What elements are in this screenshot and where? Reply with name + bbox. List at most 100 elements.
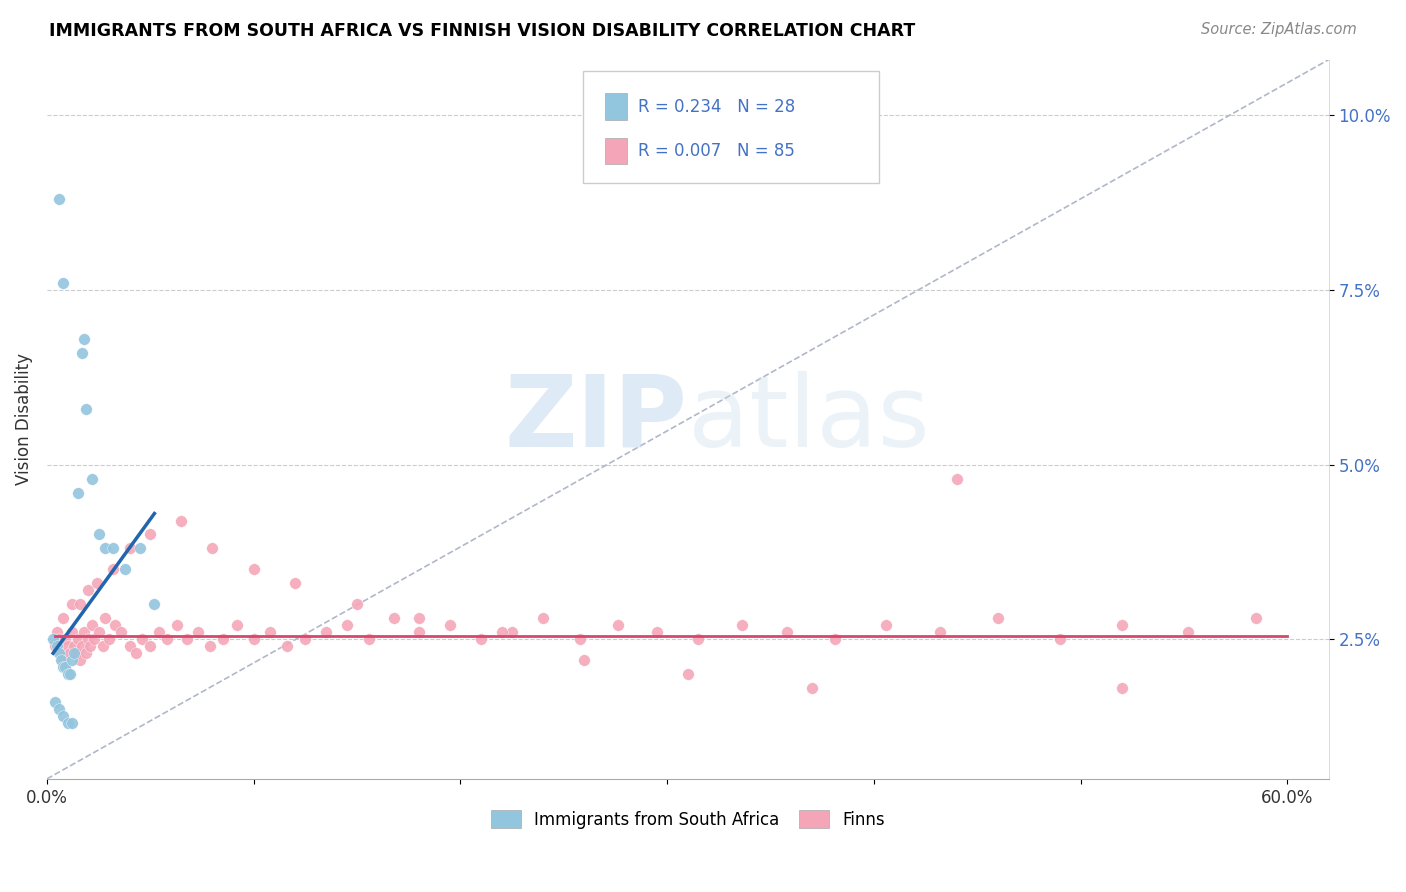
Point xyxy=(101,562,124,576)
Point xyxy=(491,625,513,640)
Text: IMMIGRANTS FROM SOUTH AFRICA VS FINNISH VISION DISABILITY CORRELATION CHART: IMMIGRANTS FROM SOUTH AFRICA VS FINNISH … xyxy=(49,22,915,40)
Point xyxy=(66,485,89,500)
Point xyxy=(52,611,75,625)
Point xyxy=(645,625,668,640)
Point xyxy=(52,276,75,290)
Point xyxy=(82,618,104,632)
Point xyxy=(62,639,84,653)
Point xyxy=(1177,625,1199,640)
Text: R = 0.234   N = 28: R = 0.234 N = 28 xyxy=(638,98,796,116)
Point xyxy=(176,632,198,647)
Point xyxy=(439,618,461,632)
Point xyxy=(56,667,79,681)
Point xyxy=(110,625,132,640)
Point xyxy=(52,660,75,674)
Point xyxy=(294,632,316,647)
Point xyxy=(276,639,298,653)
Point xyxy=(139,527,162,541)
Point xyxy=(987,611,1010,625)
Point xyxy=(82,472,104,486)
Point xyxy=(77,583,100,598)
Point xyxy=(94,611,117,625)
Point xyxy=(114,562,136,576)
Point xyxy=(48,646,70,660)
Point xyxy=(929,625,952,640)
Point xyxy=(70,346,93,360)
Point xyxy=(48,632,70,647)
Point xyxy=(52,709,75,723)
Point xyxy=(156,632,179,647)
Point xyxy=(83,632,105,647)
Point xyxy=(875,618,897,632)
Point xyxy=(1049,632,1071,647)
Point xyxy=(73,332,96,346)
Point xyxy=(148,625,170,640)
Text: Source: ZipAtlas.com: Source: ZipAtlas.com xyxy=(1201,22,1357,37)
Point xyxy=(359,632,381,647)
Point xyxy=(60,653,83,667)
Point xyxy=(730,618,752,632)
Point xyxy=(65,646,87,660)
Point xyxy=(101,541,124,556)
Point xyxy=(60,597,83,611)
Point xyxy=(70,639,93,653)
Legend: Immigrants from South Africa, Finns: Immigrants from South Africa, Finns xyxy=(484,804,891,835)
Point xyxy=(346,597,368,611)
Point xyxy=(242,562,264,576)
Point xyxy=(44,639,66,653)
Point xyxy=(315,625,337,640)
Point xyxy=(131,632,153,647)
Point xyxy=(574,653,596,667)
Point xyxy=(75,401,97,416)
Point xyxy=(79,639,101,653)
Point xyxy=(170,514,193,528)
Point xyxy=(77,632,100,647)
Point xyxy=(118,541,141,556)
Point xyxy=(259,625,281,640)
Point xyxy=(73,625,96,640)
Point xyxy=(104,618,127,632)
Point xyxy=(776,625,799,640)
Point xyxy=(824,632,846,647)
Point xyxy=(91,639,114,653)
Point xyxy=(48,192,70,206)
Point xyxy=(382,611,405,625)
Point xyxy=(1111,681,1133,695)
Point xyxy=(800,681,823,695)
Point xyxy=(129,541,152,556)
Point xyxy=(44,695,66,709)
Point xyxy=(125,646,148,660)
Point xyxy=(569,632,592,647)
Text: atlas: atlas xyxy=(688,371,929,467)
Point xyxy=(59,646,82,660)
Point xyxy=(87,527,110,541)
Point xyxy=(46,639,69,653)
Point xyxy=(56,716,79,731)
Point xyxy=(470,632,492,647)
Y-axis label: Vision Disability: Vision Disability xyxy=(15,353,32,485)
Point xyxy=(42,632,65,647)
Point xyxy=(48,702,70,716)
Point xyxy=(408,611,430,625)
Point xyxy=(46,625,69,640)
Point xyxy=(336,618,359,632)
Point xyxy=(97,632,120,647)
Point xyxy=(62,646,84,660)
Point xyxy=(688,632,710,647)
Point xyxy=(60,716,83,731)
Point xyxy=(187,625,209,640)
Point xyxy=(606,618,628,632)
Point xyxy=(60,625,83,640)
Point xyxy=(56,639,79,653)
Point xyxy=(1111,618,1133,632)
Point xyxy=(1246,611,1268,625)
Text: R = 0.007   N = 85: R = 0.007 N = 85 xyxy=(638,142,796,160)
Point xyxy=(118,639,141,653)
Point xyxy=(945,472,967,486)
Point xyxy=(226,618,249,632)
Point xyxy=(51,653,73,667)
Point xyxy=(408,625,430,640)
Point xyxy=(55,632,77,647)
Point xyxy=(166,618,188,632)
Point xyxy=(501,625,523,640)
